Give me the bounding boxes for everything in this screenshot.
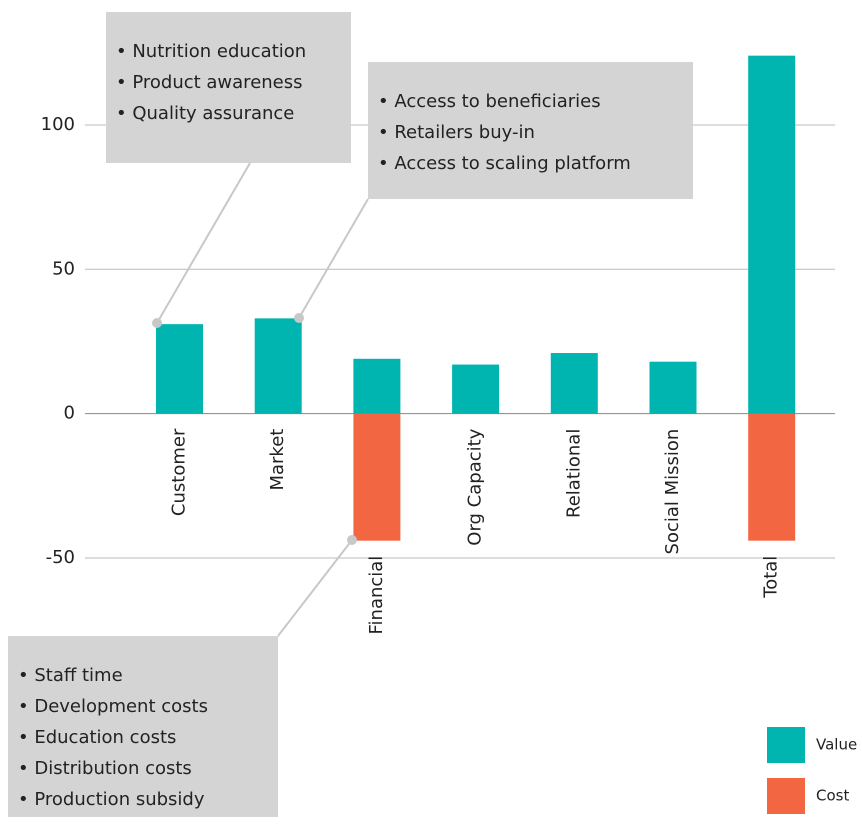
annotation-text: • Quality assurance [116,103,294,124]
bar [254,318,302,414]
bar [649,361,697,414]
annotation-text: • Production subsidy [18,789,205,810]
annotation-text: • Development costs [18,696,208,717]
annotation-box [368,62,693,199]
annotation-text: • Distribution costs [18,758,192,779]
annotation-text: • Access to beneficiaries [378,91,601,112]
legend-swatch [767,727,805,763]
y-tick-label: -50 [46,547,75,568]
annotation-text: • Nutrition education [116,41,306,62]
x-tick-label: Total [761,556,782,599]
annotation-text: • Staff time [18,665,123,686]
x-tick-label: Financial [366,556,387,635]
annotation-text: • Education costs [18,727,176,748]
annotation-box [106,12,351,163]
legend-label: Value [816,736,857,754]
x-tick-label: Social Mission [662,429,683,555]
leader-line [298,198,369,319]
x-tick-label: Relational [563,429,584,518]
x-tick-label: Market [267,429,288,491]
legend-swatch [767,778,805,814]
leader-dot [152,318,162,328]
bar [452,364,500,414]
bar [353,413,401,541]
bar [550,353,598,414]
legend-label: Cost [816,787,849,805]
bar [156,324,203,414]
y-tick-label: 100 [41,114,75,135]
x-tick-label: Org Capacity [465,428,486,545]
leader-dot [294,313,304,323]
bar [748,413,796,541]
bar [748,55,796,414]
y-tick-label: 50 [52,258,75,279]
annotation-text: • Retailers buy-in [378,122,535,143]
y-tick-label: 0 [64,403,75,424]
leader-line [156,162,251,324]
leader-dot [347,535,357,545]
bar [353,358,401,414]
annotation-text: • Access to scaling platform [378,153,631,174]
annotation-text: • Product awareness [116,72,303,93]
leader-line [277,539,353,637]
annotation-box [8,636,278,817]
x-tick-label: Customer [169,428,190,516]
